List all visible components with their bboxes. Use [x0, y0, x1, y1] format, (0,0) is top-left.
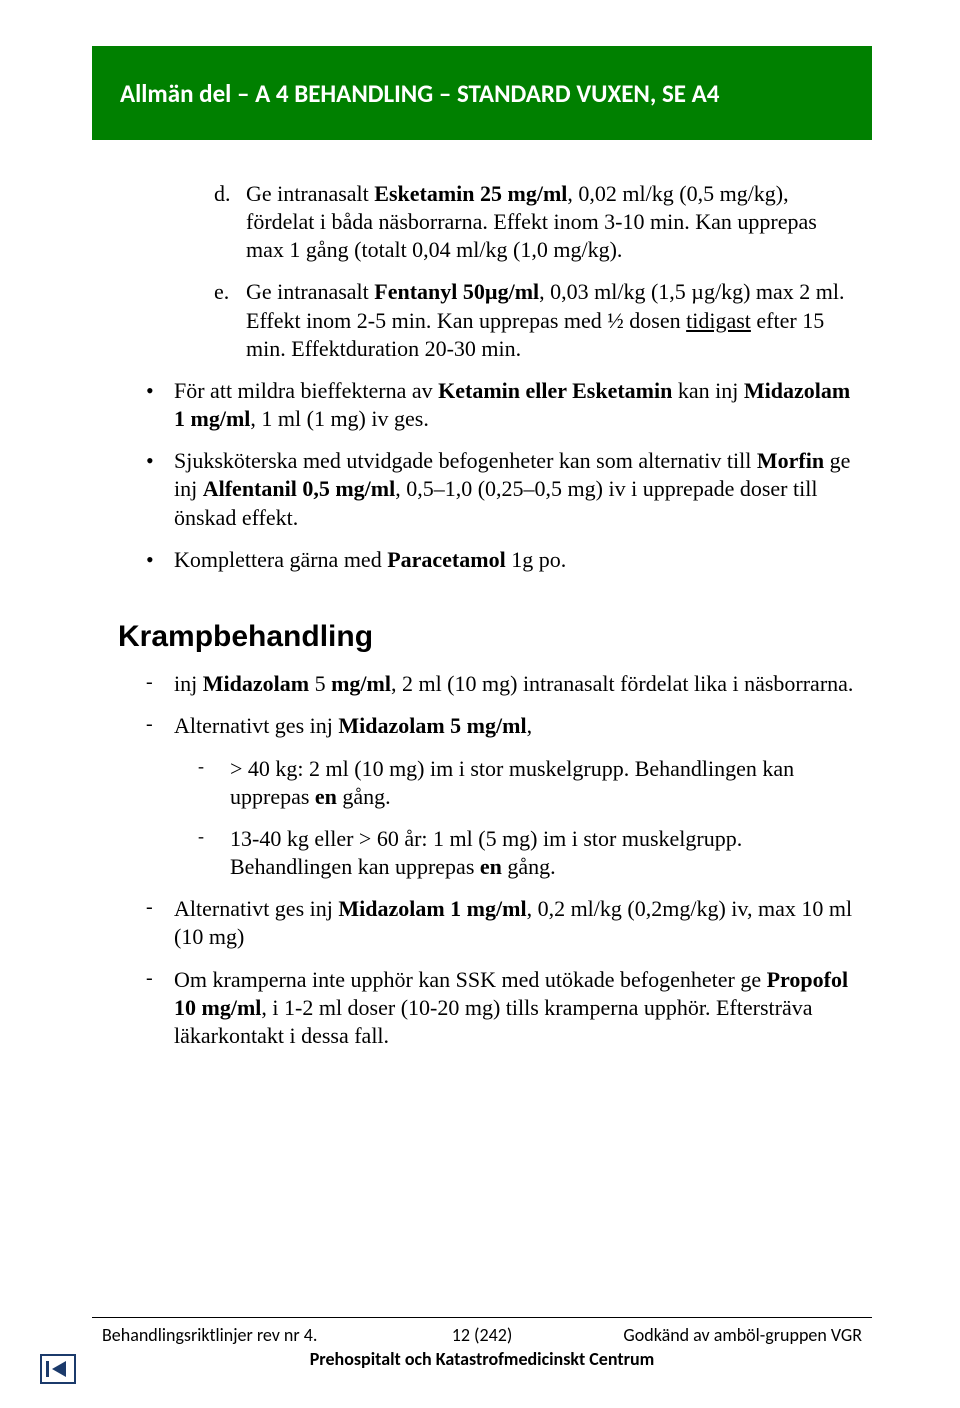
dash-sub-marker: - — [198, 825, 230, 881]
dash-marker: - — [146, 895, 174, 951]
bullet-text: Sjuksköterska med utvidgade befogenheter… — [174, 447, 860, 531]
dash-item: - inj Midazolam 5 mg/ml, 2 ml (10 mg) in… — [146, 670, 860, 698]
dash-item: - Alternativt ges inj Midazolam 1 mg/ml,… — [146, 895, 860, 951]
dash-sub-text: > 40 kg: 2 ml (10 mg) im i stor muskelgr… — [230, 755, 860, 811]
footer-right: Godkänd av amböl-gruppen VGR — [570, 1324, 862, 1346]
letter-text: Ge intranasalt Esketamin 25 mg/ml, 0,02 … — [246, 180, 860, 264]
letter-item-d: d. Ge intranasalt Esketamin 25 mg/ml, 0,… — [214, 180, 860, 264]
dash-text: Alternativt ges inj Midazolam 1 mg/ml, 0… — [174, 895, 860, 951]
dash-item: - Om kramperna inte upphör kan SSK med u… — [146, 966, 860, 1050]
dash-sub-item: - 13-40 kg eller > 60 år: 1 ml (5 mg) im… — [198, 825, 860, 881]
dash-marker: - — [146, 670, 174, 698]
dash-sub-item: - > 40 kg: 2 ml (10 mg) im i stor muskel… — [198, 755, 860, 811]
bullet-item: • Sjuksköterska med utvidgade befogenhet… — [146, 447, 860, 531]
nav-back-icon[interactable] — [40, 1354, 76, 1384]
bullet-text: Komplettera gärna med Paracetamol 1g po. — [174, 546, 860, 574]
footer-row: Behandlingsriktlinjer rev nr 4. 12 (242)… — [92, 1324, 872, 1346]
dash-text: Om kramperna inte upphör kan SSK med utö… — [174, 966, 860, 1050]
dash-sub-marker: - — [198, 755, 230, 811]
letter-marker: e. — [214, 278, 246, 362]
dash-text: Alternativt ges inj Midazolam 5 mg/ml, — [174, 712, 860, 740]
dash-marker: - — [146, 966, 174, 1050]
dash-item: - Alternativt ges inj Midazolam 5 mg/ml, — [146, 712, 860, 740]
header-title: Allmän del – A 4 BEHANDLING – STANDARD V… — [120, 78, 719, 109]
header-banner: Allmän del – A 4 BEHANDLING – STANDARD V… — [92, 46, 872, 140]
bullet-list: • För att mildra bieffekterna av Ketamin… — [118, 377, 860, 574]
section-heading-kramp: Krampbehandling — [118, 618, 860, 656]
bullet-text: För att mildra bieffekterna av Ketamin e… — [174, 377, 860, 433]
footer: Behandlingsriktlinjer rev nr 4. 12 (242)… — [92, 1317, 872, 1370]
dash-text: inj Midazolam 5 mg/ml, 2 ml (10 mg) intr… — [174, 670, 860, 698]
main-content: d. Ge intranasalt Esketamin 25 mg/ml, 0,… — [118, 180, 860, 1064]
dash-marker: - — [146, 712, 174, 740]
letter-marker: d. — [214, 180, 246, 264]
bullet-item: • Komplettera gärna med Paracetamol 1g p… — [146, 546, 860, 574]
bullet-item: • För att mildra bieffekterna av Ketamin… — [146, 377, 860, 433]
bullet-marker: • — [146, 447, 174, 531]
footer-org: Prehospitalt och Katastrofmedicinskt Cen… — [92, 1348, 872, 1370]
dash-list: - inj Midazolam 5 mg/ml, 2 ml (10 mg) in… — [118, 670, 860, 1050]
letter-item-e: e. Ge intranasalt Fentanyl 50µg/ml, 0,03… — [214, 278, 860, 362]
footer-page-number: 12 (242) — [394, 1324, 569, 1346]
letter-text: Ge intranasalt Fentanyl 50µg/ml, 0,03 ml… — [246, 278, 860, 362]
bullet-marker: • — [146, 377, 174, 433]
bullet-marker: • — [146, 546, 174, 574]
footer-left: Behandlingsriktlinjer rev nr 4. — [102, 1324, 394, 1346]
dash-sub-text: 13-40 kg eller > 60 år: 1 ml (5 mg) im i… — [230, 825, 860, 881]
